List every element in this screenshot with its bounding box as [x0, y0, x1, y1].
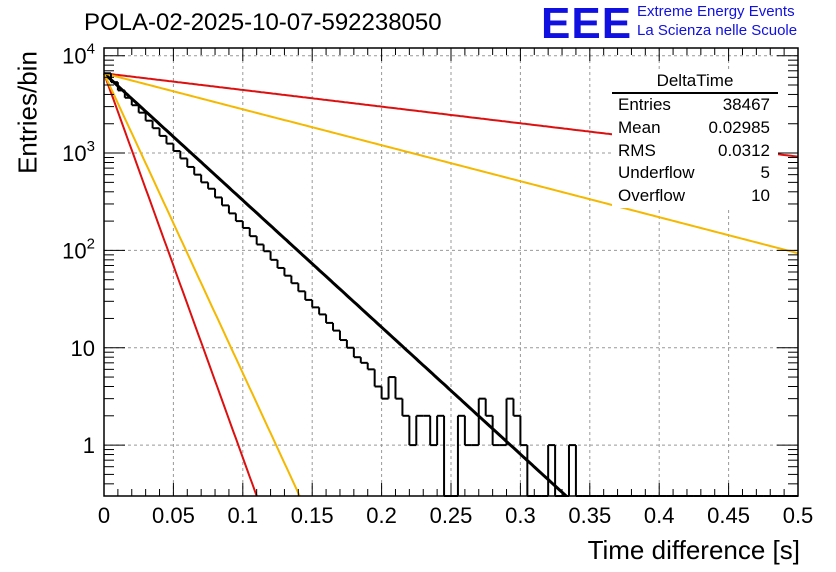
stats-row-rms: RMS 0.0312 — [612, 140, 778, 163]
stats-label: RMS — [618, 140, 656, 160]
stats-box: DeltaTime Entries 38467 Mean 0.02985 RMS… — [612, 70, 778, 208]
y-tick-label: 104 — [62, 41, 95, 69]
x-tick-labels: 0 0.05 0.1 0.15 0.2 0.25 0.3 0.35 0.4 0.45 0.5 — [98, 503, 813, 528]
y-axis-label: Entries/bin — [12, 51, 43, 174]
stats-label: Mean — [618, 117, 661, 137]
stats-row-entries: Entries 38467 — [612, 94, 778, 117]
x-tick-label: 0.15 — [291, 503, 334, 528]
stats-label: Overflow — [618, 186, 686, 206]
x-tick-label: 0.45 — [707, 503, 750, 528]
stats-row-underflow: Underflow 5 — [612, 162, 778, 185]
fit-red-fast — [103, 72, 258, 497]
eee-logo: EEE — [541, 0, 633, 48]
fit-orange-fast — [103, 72, 301, 497]
y-tick-labels: 1 10 102 103 104 — [62, 41, 95, 458]
fit-orange-slow — [103, 72, 799, 255]
stats-box-title: DeltaTime — [612, 70, 778, 94]
stats-value: 10 — [751, 186, 770, 206]
stats-value: 0.0312 — [718, 140, 770, 160]
axis-ticks — [103, 48, 799, 497]
eee-logo-line-1: Extreme Energy Events — [637, 3, 795, 20]
fit-main — [102, 72, 568, 498]
chart-title: POLA-02-2025-10-07-592238050 — [84, 9, 442, 36]
x-tick-label: 0.2 — [366, 503, 397, 528]
x-tick-label: 0.5 — [783, 503, 814, 528]
y-tick-label: 103 — [62, 138, 95, 166]
stats-row-mean: Mean 0.02985 — [612, 117, 778, 140]
x-tick-label: 0.05 — [152, 503, 195, 528]
eee-logo-line-2: La Scienza nelle Scuole — [637, 22, 798, 39]
stats-row-overflow: Overflow 10 — [612, 185, 778, 208]
x-tick-label: 0.1 — [228, 503, 259, 528]
y-tick-label: 10 — [71, 336, 95, 361]
y-tick-label: 102 — [62, 235, 95, 263]
stats-value: 0.02985 — [708, 117, 770, 137]
y-tick-label: 1 — [83, 433, 95, 458]
stats-value: 5 — [760, 163, 770, 183]
x-tick-label: 0.35 — [568, 503, 611, 528]
stats-label: Entries — [618, 95, 671, 114]
x-axis-label: Time difference [s] — [587, 535, 800, 565]
x-tick-label: 0.4 — [644, 503, 675, 528]
x-tick-label: 0.3 — [505, 503, 536, 528]
stats-label: Underflow — [618, 163, 695, 183]
x-tick-label: 0 — [98, 503, 110, 528]
stats-value: 38467 — [722, 95, 770, 114]
x-tick-label: 0.25 — [430, 503, 473, 528]
